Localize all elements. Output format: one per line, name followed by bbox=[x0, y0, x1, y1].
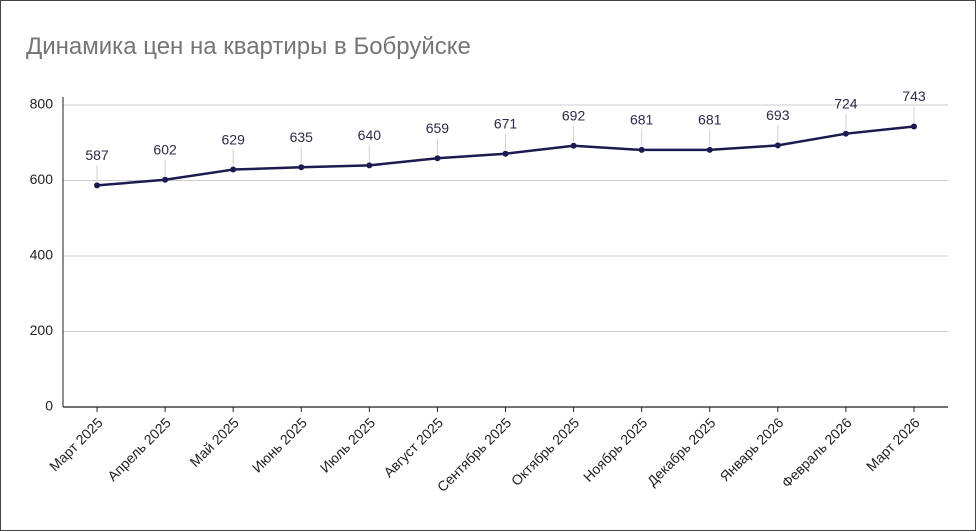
data-point bbox=[910, 123, 917, 130]
data-point bbox=[162, 176, 169, 183]
data-label: 743 bbox=[902, 88, 926, 104]
data-point bbox=[502, 150, 509, 157]
data-point bbox=[94, 182, 101, 189]
data-label: 692 bbox=[562, 107, 586, 123]
y-tick-label: 400 bbox=[30, 247, 54, 263]
data-point bbox=[706, 146, 713, 153]
data-label: 681 bbox=[698, 112, 722, 128]
data-label: 681 bbox=[630, 112, 654, 128]
data-point bbox=[298, 164, 305, 171]
data-point bbox=[434, 155, 441, 162]
chart-title: Динамика цен на квартиры в Бобруйске bbox=[26, 33, 471, 60]
data-point bbox=[570, 142, 577, 149]
y-tick-label: 200 bbox=[30, 322, 54, 338]
y-tick-label: 600 bbox=[30, 171, 54, 187]
data-label: 724 bbox=[834, 95, 858, 111]
data-point bbox=[230, 166, 237, 173]
data-point bbox=[774, 142, 781, 149]
data-point bbox=[842, 130, 849, 137]
data-point bbox=[638, 146, 645, 153]
data-point bbox=[366, 162, 373, 169]
data-label: 602 bbox=[153, 141, 177, 157]
data-label: 635 bbox=[290, 129, 314, 145]
data-label: 671 bbox=[494, 115, 518, 131]
y-tick-label: 0 bbox=[45, 398, 53, 414]
data-label: 587 bbox=[85, 147, 109, 163]
data-label: 640 bbox=[358, 127, 382, 143]
data-label: 629 bbox=[222, 131, 246, 147]
data-label: 659 bbox=[426, 120, 450, 136]
y-tick-label: 800 bbox=[30, 96, 54, 112]
data-label: 693 bbox=[766, 107, 790, 123]
